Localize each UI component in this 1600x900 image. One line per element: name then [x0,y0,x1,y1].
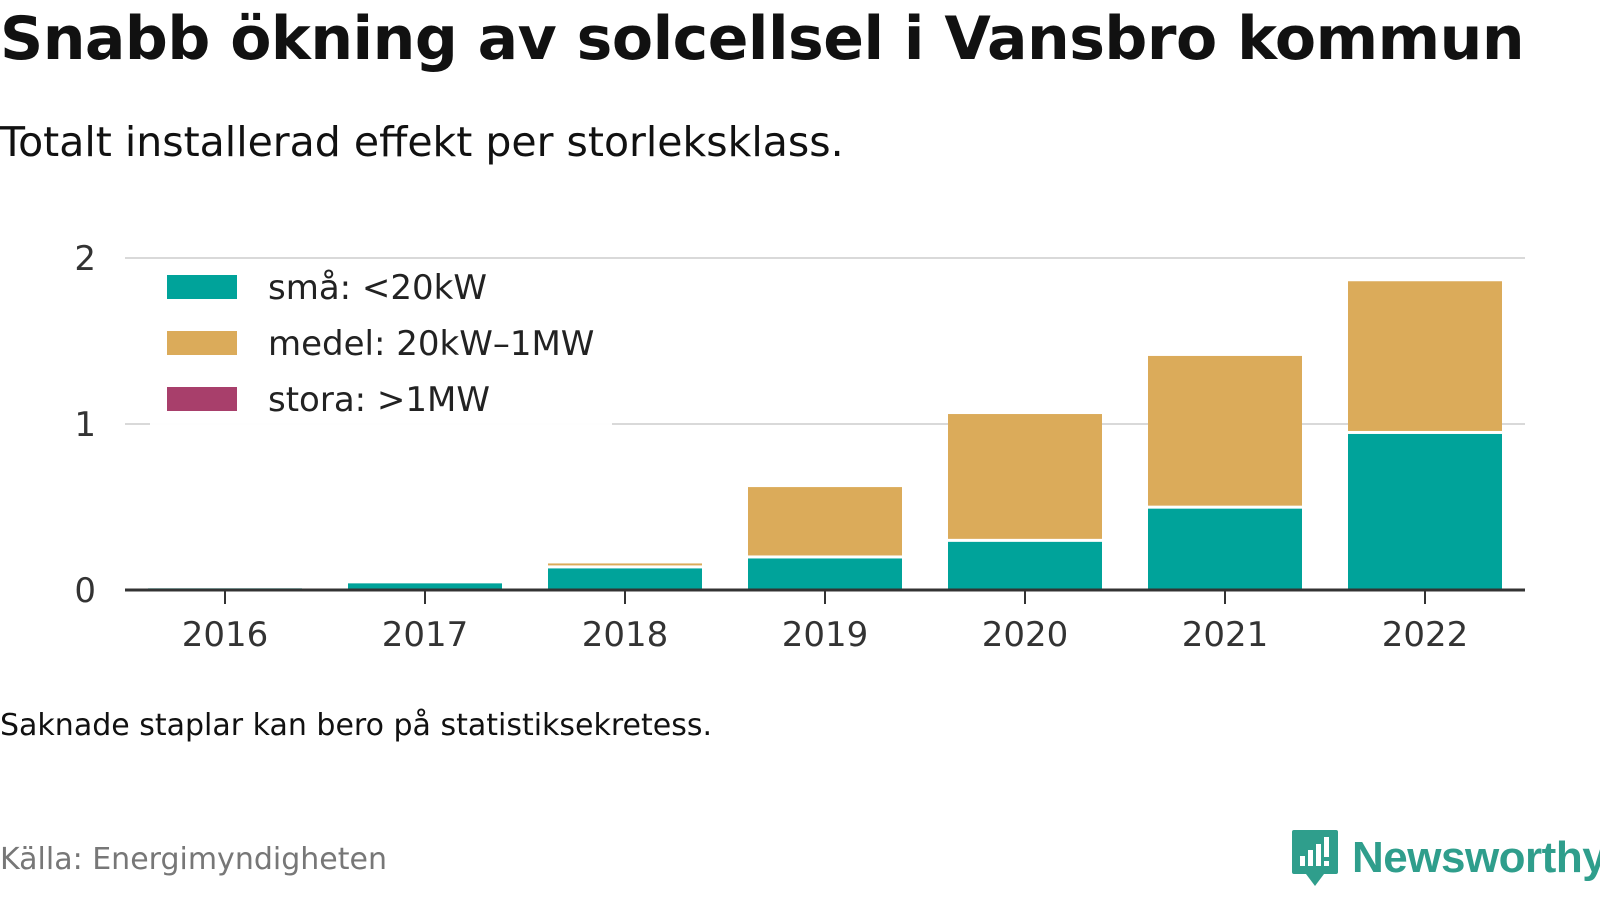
stacked-bar-chart: 0 1 2 2016 2017 2018 2019 2020 2021 2022 små: <2… [74,239,1525,655]
legend: små: <20kW medel: 20kW–1MW stora: >1MW [150,262,612,427]
chart-title: Snabb ökning av solcellsel i Vansbro kom… [0,4,1525,74]
bar-segment [748,487,902,556]
x-tick-label: 2018 [582,615,669,655]
legend-swatch [167,331,237,355]
bar-segment [1348,281,1502,431]
legend-swatch [167,275,237,299]
bar-segment [1148,355,1302,506]
newsworthy-logo-icon [1292,830,1338,886]
bar-segment [748,558,902,590]
x-tick-label: 2022 [1382,615,1469,655]
y-axis-ticks: 0 1 2 [74,239,96,611]
x-tick-label: 2021 [1182,615,1269,655]
bar-segment [1148,508,1302,590]
legend-label: stora: >1MW [268,380,490,420]
bar-segment [548,568,702,590]
y-tick-label: 0 [74,571,96,611]
x-axis: 2016 2017 2018 2019 2020 2021 2022 [125,588,1525,655]
x-tick-label: 2020 [982,615,1069,655]
legend-swatch [167,387,237,411]
bar-segment [948,414,1102,539]
chart-subtitle: Totalt installerad effekt per storlekskl… [0,118,844,166]
footnote: Saknade staplar kan bero på statistiksek… [0,708,713,743]
bars [148,281,1502,590]
y-tick-label: 1 [74,405,96,445]
bar-segment [348,583,502,590]
bar-segment [1348,433,1502,590]
y-tick-label: 2 [74,239,96,279]
brand-logo: Newsworthy [1290,828,1600,888]
x-tick-label: 2016 [182,615,269,655]
bar-segment [948,541,1102,590]
x-tick-label: 2019 [782,615,869,655]
brand-name: Newsworthy [1352,833,1600,882]
legend-label: medel: 20kW–1MW [268,324,594,364]
legend-label: små: <20kW [268,268,487,308]
bar-segment [548,563,702,566]
source-label: Källa: Energimyndigheten [0,842,387,877]
x-tick-label: 2017 [382,615,469,655]
